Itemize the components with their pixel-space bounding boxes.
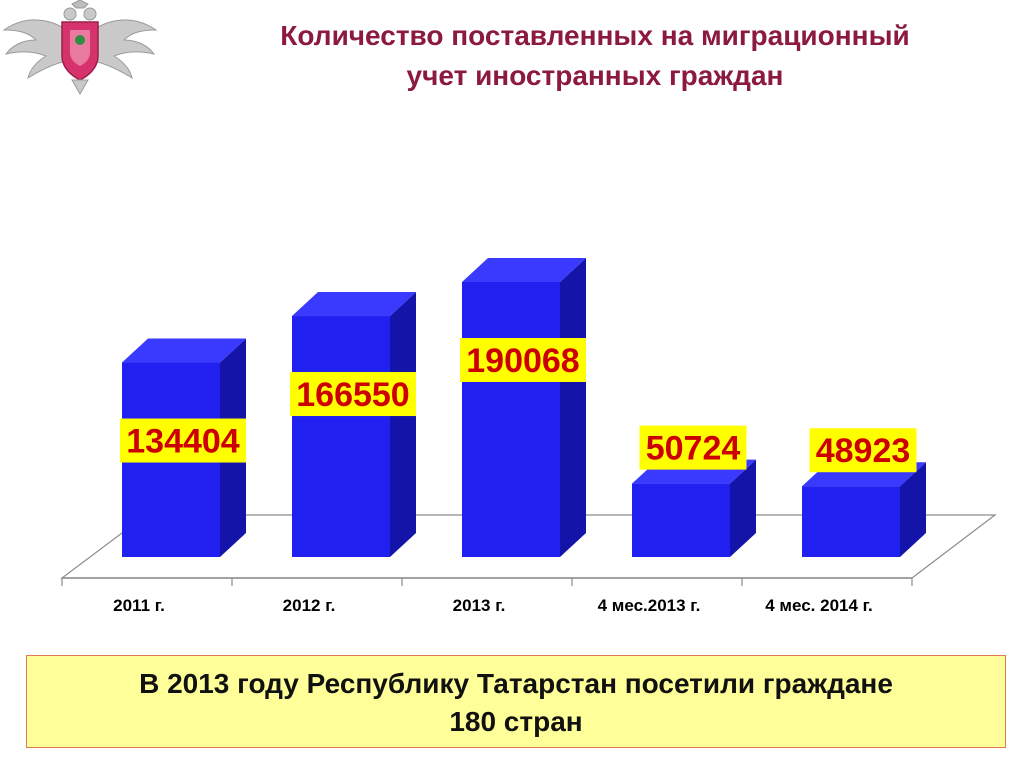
bar-side <box>390 292 416 557</box>
data-label: 134404 <box>120 418 246 463</box>
x-tick-label: 4 мес. 2014 г. <box>765 596 873 615</box>
data-label: 50724 <box>639 425 747 470</box>
bar-front <box>802 486 900 557</box>
info-note: В 2013 году Республику Татарстан посетил… <box>26 655 1006 748</box>
bar-top <box>122 338 246 363</box>
chart-bar <box>462 258 586 557</box>
data-label-box <box>120 418 246 463</box>
emblem-icon <box>2 0 158 95</box>
note-line-1: В 2013 году Республику Татарстан посетил… <box>139 668 893 699</box>
chart-bar <box>802 462 926 557</box>
x-tick-label: 2012 г. <box>283 596 336 615</box>
data-label-box <box>290 372 416 417</box>
bar-top <box>292 292 416 317</box>
data-label-text: 166550 <box>296 376 409 414</box>
bar-front <box>292 316 390 557</box>
chart-bar <box>632 459 756 557</box>
bar-front <box>632 483 730 557</box>
bar-top <box>462 258 586 282</box>
title-line-1: Количество поставленных на миграционный <box>280 20 910 51</box>
x-tick-label: 2013 г. <box>453 596 506 615</box>
data-label-text: 134404 <box>126 423 240 461</box>
data-label: 48923 <box>809 428 917 473</box>
bar-side <box>900 462 926 557</box>
data-label-box <box>809 428 917 473</box>
bar-side <box>730 459 756 557</box>
data-label-text: 48923 <box>816 432 911 470</box>
note-line-2: 180 стран <box>449 706 583 737</box>
bar-chart: 134404 166550 190068 50724 48923 2011 г. 2012… <box>60 258 997 615</box>
data-label: 166550 <box>290 372 416 417</box>
data-label-box <box>639 425 747 470</box>
page-title: Количество поставленных на миграционный … <box>180 16 1010 96</box>
x-tick-label: 4 мес.2013 г. <box>598 596 701 615</box>
title-line-2: учет иностранных граждан <box>406 60 784 91</box>
data-label: 190068 <box>460 338 586 382</box>
data-label-box <box>460 338 586 382</box>
bar-front <box>462 282 560 557</box>
bar-side <box>560 258 586 557</box>
x-tick-label: 2011 г. <box>113 596 165 615</box>
chart-bar <box>292 292 416 557</box>
data-label-text: 190068 <box>466 342 579 380</box>
data-label-text: 50724 <box>646 430 741 468</box>
